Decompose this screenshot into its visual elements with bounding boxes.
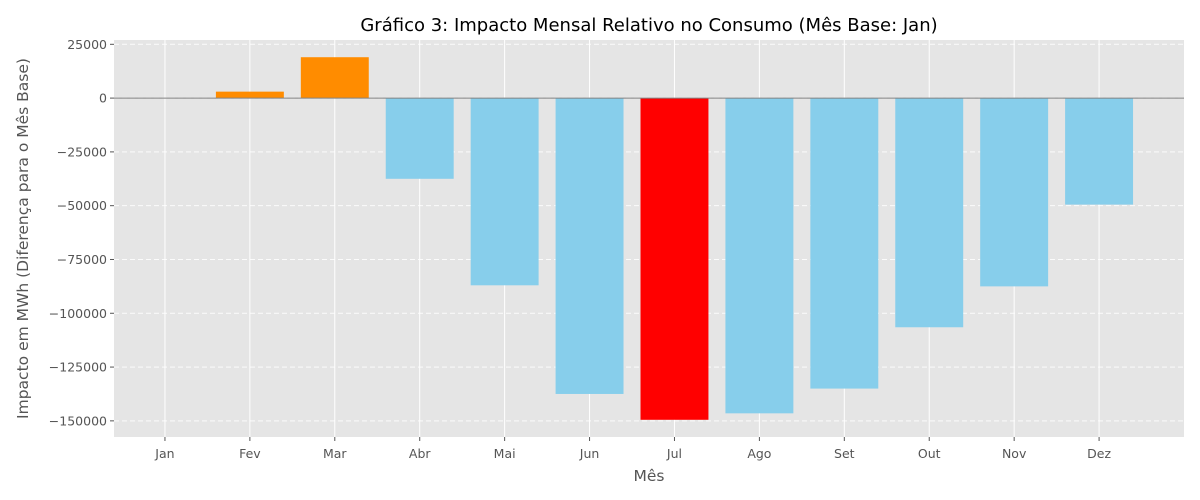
x-tick-label: Ago xyxy=(747,446,771,461)
bar-out xyxy=(895,98,964,328)
x-tick-label: Mar xyxy=(323,446,347,461)
x-tick-label: Jun xyxy=(579,446,600,461)
x-tick-label: Dez xyxy=(1087,446,1111,461)
y-tick-label: −25000 xyxy=(57,144,107,159)
chart-title: Gráfico 3: Impacto Mensal Relativo no Co… xyxy=(360,15,937,36)
x-tick-label: Jan xyxy=(154,446,174,461)
y-tick-label: −150000 xyxy=(49,413,107,428)
x-tick-label: Nov xyxy=(1002,446,1027,461)
bar-mar xyxy=(300,57,369,99)
y-axis-label: Impacto em MWh (Diferença para o Mês Bas… xyxy=(14,58,32,419)
x-tick-label: Jul xyxy=(666,446,682,461)
bar-abr xyxy=(385,98,454,179)
bar-ago xyxy=(725,98,794,414)
bar-mai xyxy=(470,98,539,286)
x-tick-label: Set xyxy=(834,446,855,461)
bar-jul xyxy=(640,98,709,420)
y-tick-label: −50000 xyxy=(57,198,107,213)
y-tick-label: −75000 xyxy=(57,252,107,267)
y-tick-label: 0 xyxy=(99,91,107,106)
bar-nov xyxy=(980,98,1049,287)
x-tick-label: Abr xyxy=(409,446,431,461)
y-tick-label: 25000 xyxy=(67,37,107,52)
y-axis-ticks: 25000 0 −25000 −50000 −75000 −100000 −125000 −1… xyxy=(49,37,114,428)
x-tick-label: Fev xyxy=(239,446,261,461)
x-tick-label: Mai xyxy=(494,446,516,461)
x-tick-label: Out xyxy=(918,446,941,461)
y-tick-label: −125000 xyxy=(49,360,107,375)
x-axis-ticks: Jan Fev Mar Abr Mai Jun Jul Ago Set Out Nov Dez xyxy=(154,437,1111,461)
y-tick-label: −100000 xyxy=(49,306,107,321)
bar-fev xyxy=(215,91,284,99)
bar-jun xyxy=(555,98,624,394)
x-axis-label: Mês xyxy=(634,467,665,485)
bar-dez xyxy=(1065,98,1134,205)
bar-set xyxy=(810,98,879,389)
bars xyxy=(215,57,1134,420)
